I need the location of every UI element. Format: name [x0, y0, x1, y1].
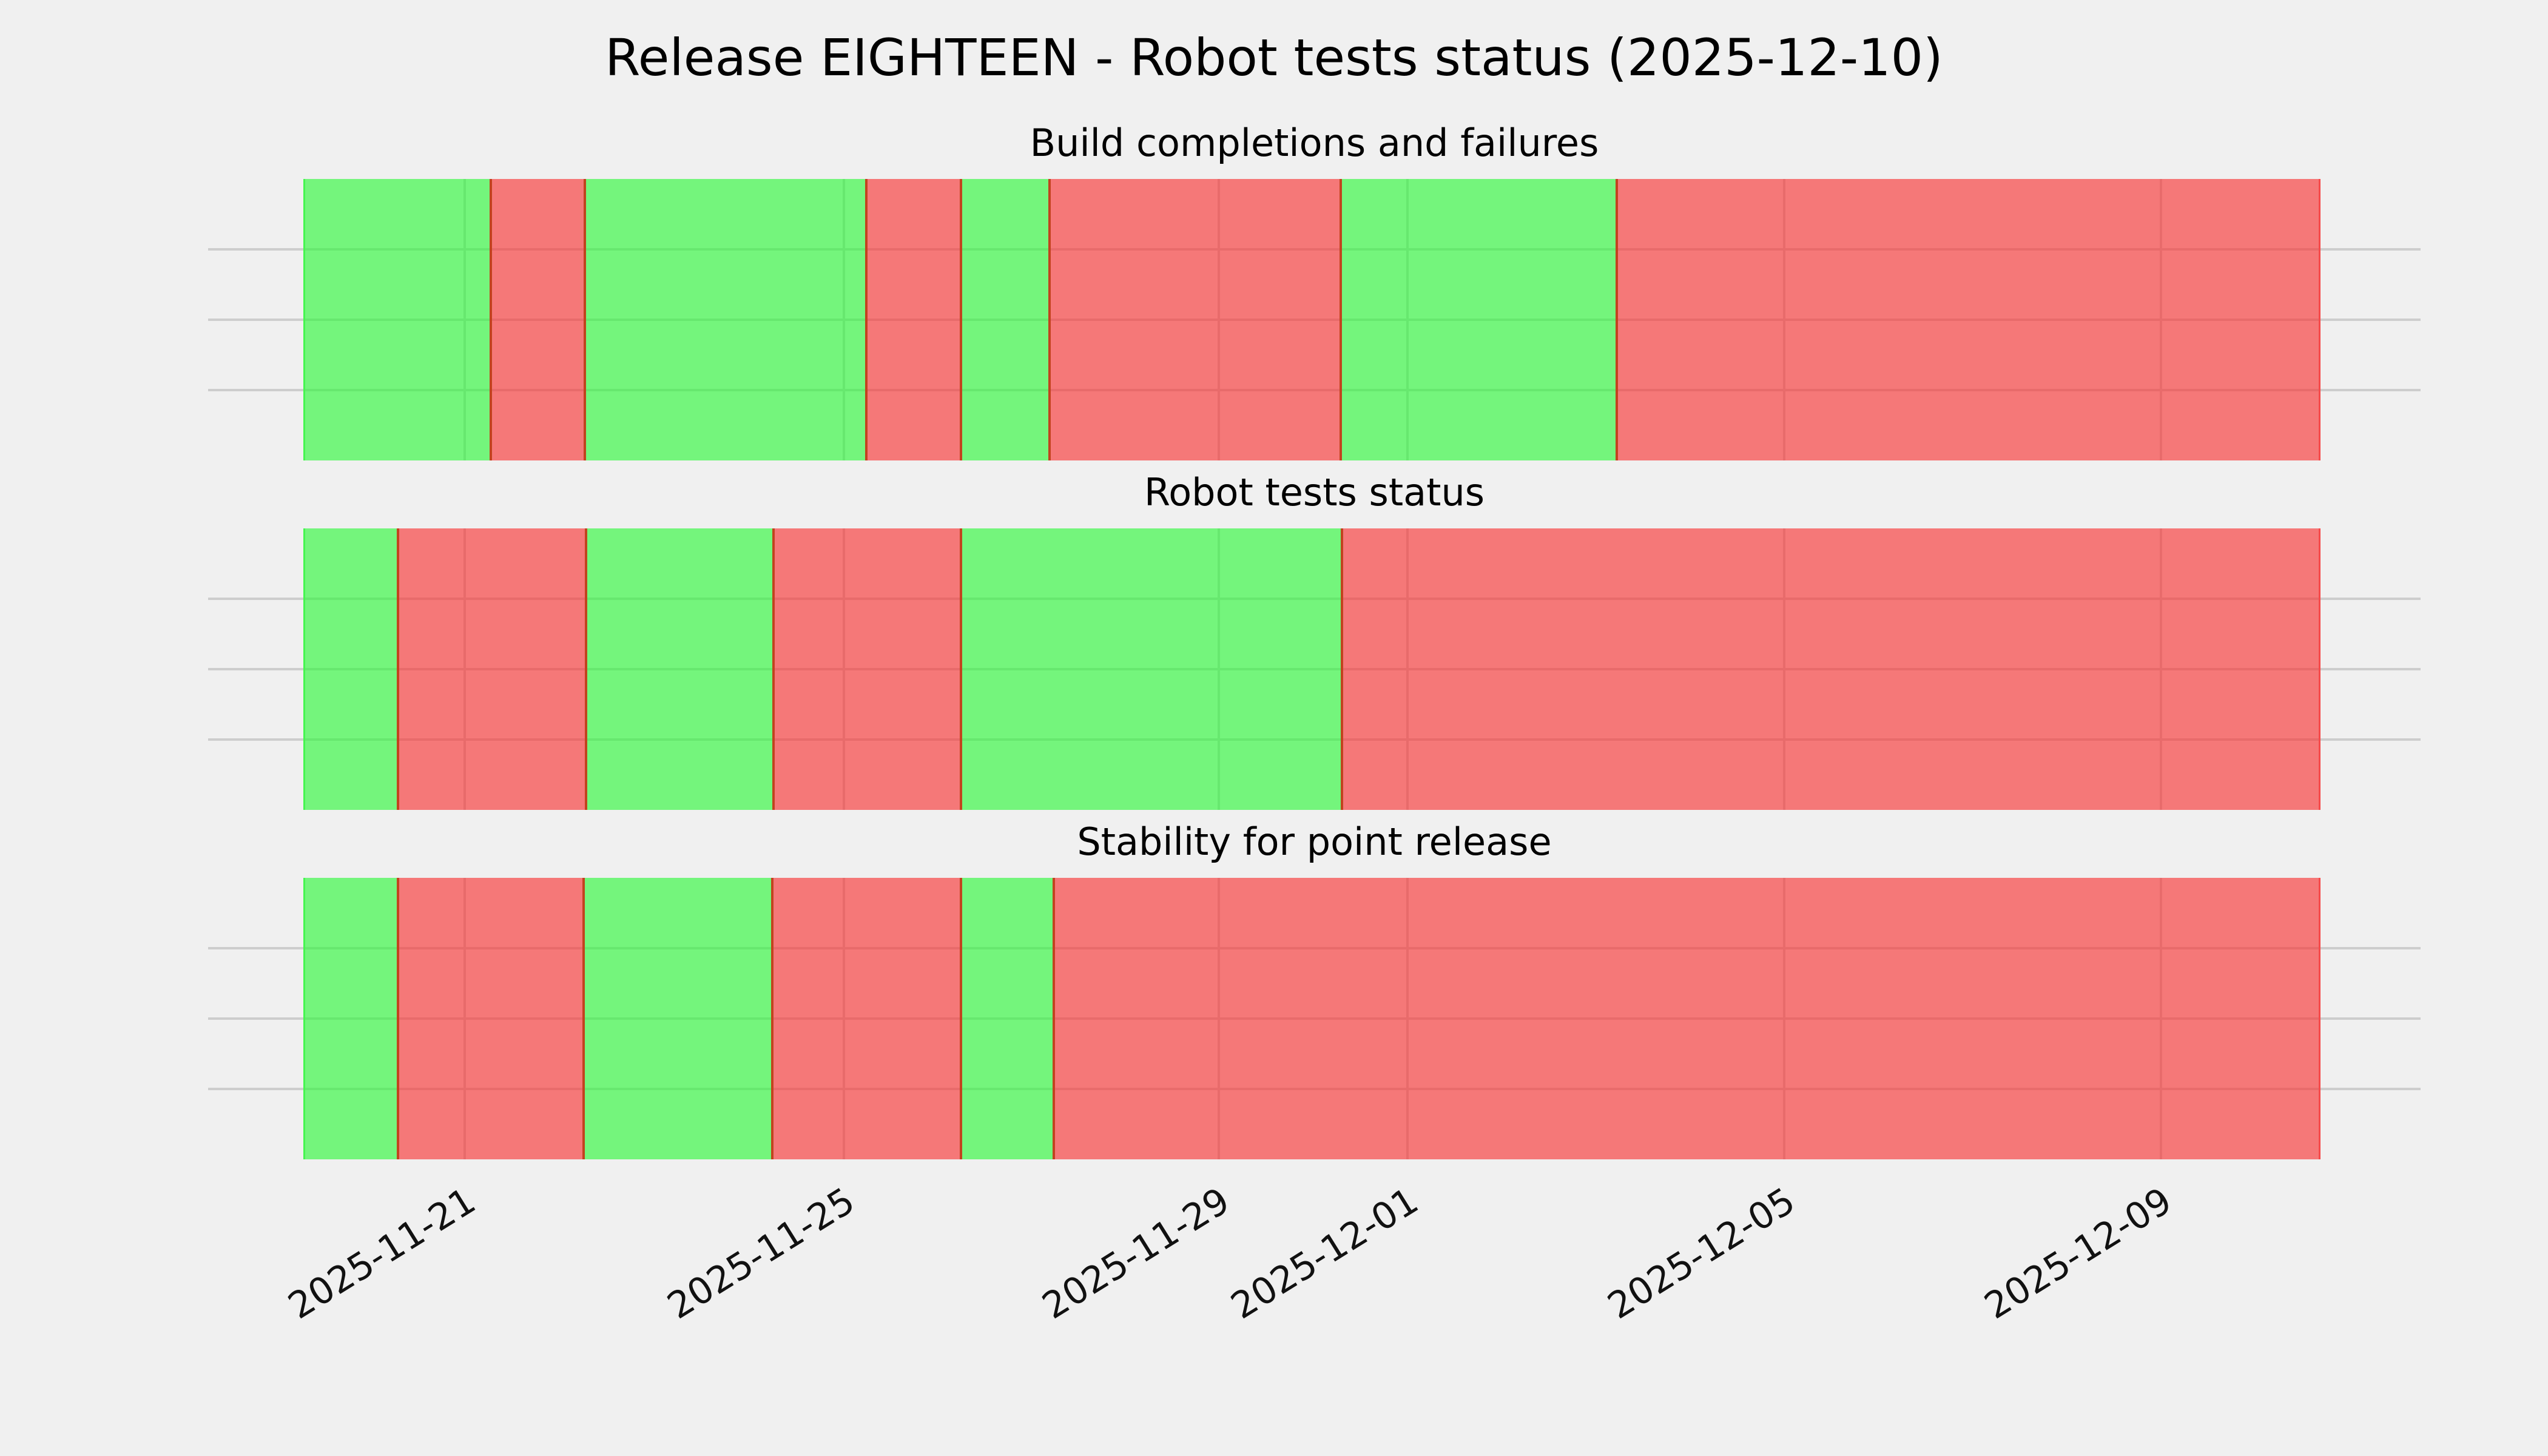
subplot-title-robot-tests: Robot tests status	[1144, 470, 1485, 514]
band-edge-right	[2319, 528, 2320, 810]
segment-boundary	[583, 179, 586, 460]
status-segment-pass	[960, 528, 1343, 810]
x-tick-label: 2025-11-25	[660, 1179, 863, 1328]
segment-boundary	[396, 528, 399, 810]
status-band-area	[303, 878, 2320, 1159]
x-tick-label: 2025-12-09	[1977, 1179, 2180, 1328]
plot-area-build-completions	[208, 179, 2421, 460]
x-tick-label: 2025-12-05	[1600, 1179, 1803, 1328]
band-edge-right	[2319, 878, 2320, 1159]
subplot-title-stability: Stability for point release	[1077, 820, 1552, 864]
status-segment-pass	[583, 878, 773, 1159]
segment-boundary	[396, 878, 399, 1159]
x-tick-label: 2025-11-29	[1035, 1179, 1238, 1328]
status-segment-fail	[1616, 179, 2320, 460]
segment-boundary	[1341, 528, 1344, 810]
status-segment-pass	[303, 528, 398, 810]
band-edge-left	[303, 878, 305, 1159]
status-segment-fail	[397, 878, 584, 1159]
status-segment-pass	[960, 878, 1054, 1159]
segment-boundary	[489, 179, 492, 460]
x-tick-label: 2025-12-01	[1224, 1179, 1426, 1328]
band-edge-right	[2319, 179, 2320, 460]
status-segment-fail	[772, 878, 961, 1159]
plot-area-stability	[208, 878, 2421, 1159]
segment-boundary	[1052, 878, 1055, 1159]
segment-boundary	[959, 878, 962, 1159]
status-segment-pass	[303, 179, 491, 460]
segment-boundary	[959, 179, 962, 460]
x-tick-label: 2025-11-21	[281, 1179, 484, 1328]
status-segment-pass	[586, 528, 774, 810]
segment-boundary	[865, 179, 868, 460]
segment-boundary	[772, 528, 775, 810]
status-segment-fail	[1053, 878, 2320, 1159]
segment-boundary	[1048, 179, 1051, 460]
status-segment-fail	[774, 528, 961, 810]
status-band-area	[303, 528, 2320, 810]
band-edge-left	[303, 528, 305, 810]
status-segment-fail	[397, 528, 587, 810]
segment-boundary	[959, 528, 962, 810]
segment-boundary	[585, 528, 588, 810]
band-edge-left	[303, 179, 305, 460]
status-segment-pass	[584, 179, 866, 460]
status-segment-fail	[1342, 528, 2320, 810]
plot-area-robot-tests	[208, 528, 2421, 810]
segment-boundary	[1340, 179, 1343, 460]
status-segment-fail	[490, 179, 585, 460]
status-band-area	[303, 179, 2320, 460]
subplot-title-build-completions: Build completions and failures	[1030, 121, 1599, 165]
status-segment-fail	[866, 179, 961, 460]
status-segment-pass	[1341, 179, 1617, 460]
status-segment-pass	[960, 179, 1050, 460]
status-segment-fail	[1049, 179, 1341, 460]
figure-title: Release EIGHTEEN - Robot tests status (2…	[605, 28, 1943, 87]
segment-boundary	[1615, 179, 1618, 460]
status-segment-pass	[303, 878, 398, 1159]
segment-boundary	[771, 878, 774, 1159]
segment-boundary	[582, 878, 585, 1159]
